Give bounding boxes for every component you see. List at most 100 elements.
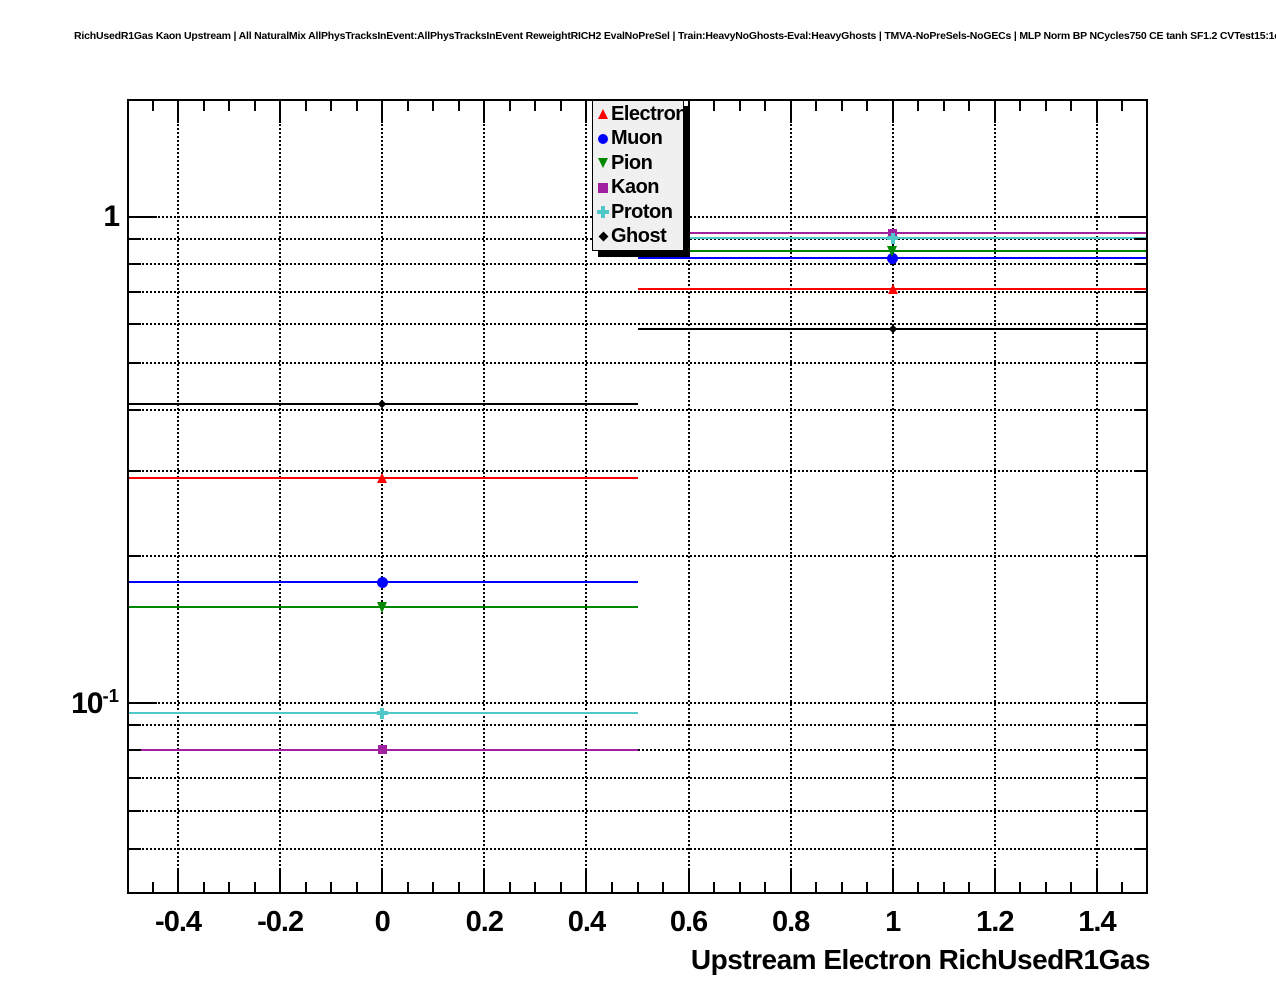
- x-tick-major-bottom: [1095, 870, 1098, 894]
- y-tick-left: [127, 555, 141, 558]
- gridline-vertical: [789, 99, 792, 894]
- x-tick-minor-bottom: [1070, 882, 1073, 894]
- x-tick-major-bottom: [177, 870, 180, 894]
- gridline-vertical: [381, 99, 384, 894]
- x-tick-minor-bottom: [202, 882, 205, 894]
- x-tick-minor-top: [559, 99, 562, 111]
- x-tick-major-top: [891, 99, 894, 123]
- gridline-vertical: [1095, 99, 1098, 894]
- y-tick-left: [127, 847, 141, 850]
- pion-marker-icon: [598, 158, 608, 169]
- y-tick-left: [127, 408, 141, 411]
- x-tick-minor-top: [355, 99, 358, 111]
- x-tick-minor-bottom: [253, 882, 256, 894]
- y-tick-left: [127, 809, 141, 812]
- gridline-horizontal: [127, 262, 1148, 265]
- x-tick-label: 0.6: [669, 906, 708, 938]
- legend-label: Pion: [611, 151, 653, 174]
- x-tick-minor-bottom: [866, 882, 869, 894]
- gridline-horizontal: [127, 748, 1148, 751]
- y-tick-right: [1134, 323, 1148, 326]
- x-tick-minor-bottom: [942, 882, 945, 894]
- x-tick-minor-bottom: [636, 882, 639, 894]
- y-tick-left: [127, 237, 141, 240]
- gridline-horizontal: [127, 555, 1148, 558]
- x-tick-minor-top: [917, 99, 920, 111]
- circle-icon: [596, 132, 610, 146]
- marker-muon-bin0: [376, 576, 388, 588]
- y-tick-right: [1134, 809, 1148, 812]
- x-tick-major-top: [483, 99, 486, 123]
- ghost-marker-icon: [598, 231, 608, 242]
- x-tick-major-top: [585, 99, 588, 123]
- x-tick-major-top: [993, 99, 996, 123]
- x-tick-major-bottom: [279, 870, 282, 894]
- x-tick-minor-top: [457, 99, 460, 111]
- x-tick-major-top: [1095, 99, 1098, 123]
- x-tick-minor-top: [713, 99, 716, 111]
- x-tick-minor-top: [1070, 99, 1073, 111]
- x-tick-label: 0.2: [465, 906, 504, 938]
- x-tick-minor-top: [304, 99, 307, 111]
- legend-item-electron: Electron: [596, 102, 688, 126]
- x-tick-minor-top: [508, 99, 511, 111]
- x-tick-minor-bottom: [534, 882, 537, 894]
- y-tick-left: [127, 748, 141, 751]
- marker-electron-bin1: [887, 283, 898, 294]
- cross-bar: [380, 707, 385, 719]
- x-tick-minor-bottom: [508, 882, 511, 894]
- x-tick-minor-bottom: [840, 882, 843, 894]
- x-tick-minor-bottom: [1121, 882, 1124, 894]
- x-tick-major-top: [381, 99, 384, 123]
- x-tick-major-bottom: [585, 870, 588, 894]
- x-tick-minor-bottom: [330, 882, 333, 894]
- marker-kaon-bin0: [377, 745, 387, 755]
- gridline-horizontal: [127, 776, 1148, 779]
- cross-bar: [601, 206, 605, 219]
- x-tick-major-bottom: [483, 870, 486, 894]
- legend-item-ghost: Ghost: [596, 225, 683, 249]
- x-tick-major-bottom: [993, 870, 996, 894]
- gridline-horizontal: [127, 290, 1148, 293]
- x-tick-minor-top: [228, 99, 231, 111]
- x-tick-major-top: [789, 99, 792, 123]
- x-tick-minor-bottom: [968, 882, 971, 894]
- square-icon: [596, 181, 610, 195]
- x-tick-major-top: [177, 99, 180, 123]
- x-tick-label: -0.4: [155, 906, 202, 938]
- y-tick-left: [127, 469, 141, 472]
- x-tick-minor-top: [151, 99, 154, 111]
- gridline-vertical: [483, 99, 486, 894]
- x-tick-major-bottom: [381, 870, 384, 894]
- gridline-vertical: [993, 99, 996, 894]
- gridline-horizontal: [127, 469, 1148, 472]
- x-tick-minor-top: [738, 99, 741, 111]
- x-axis-title: Upstream Electron RichUsedR1Gas: [690, 944, 1151, 975]
- y-tick-left: [127, 290, 141, 293]
- x-tick-minor-top: [1044, 99, 1047, 111]
- x-tick-major-top: [687, 99, 690, 123]
- x-tick-minor-bottom: [559, 882, 562, 894]
- gridline-vertical: [177, 99, 180, 894]
- marker-electron-bin0: [377, 472, 388, 483]
- y-tick-right: [1118, 215, 1148, 218]
- x-tick-minor-bottom: [764, 882, 767, 894]
- gridline-horizontal: [127, 361, 1148, 364]
- x-tick-minor-bottom: [304, 882, 307, 894]
- x-tick-minor-bottom: [432, 882, 435, 894]
- gridline-vertical: [891, 99, 894, 894]
- x-tick-major-bottom: [687, 870, 690, 894]
- x-tick-minor-top: [1019, 99, 1022, 111]
- y-tick-left: [127, 323, 141, 326]
- x-tick-minor-top: [815, 99, 818, 111]
- x-tick-minor-bottom: [228, 882, 231, 894]
- x-tick-minor-top: [330, 99, 333, 111]
- y-tick-right: [1134, 847, 1148, 850]
- y-tick-left: [127, 723, 141, 726]
- triangle-down-icon: [596, 156, 610, 170]
- x-tick-minor-bottom: [713, 882, 716, 894]
- x-tick-label: 0.8: [771, 906, 810, 938]
- gridline-vertical: [279, 99, 282, 894]
- y-tick-right: [1134, 723, 1148, 726]
